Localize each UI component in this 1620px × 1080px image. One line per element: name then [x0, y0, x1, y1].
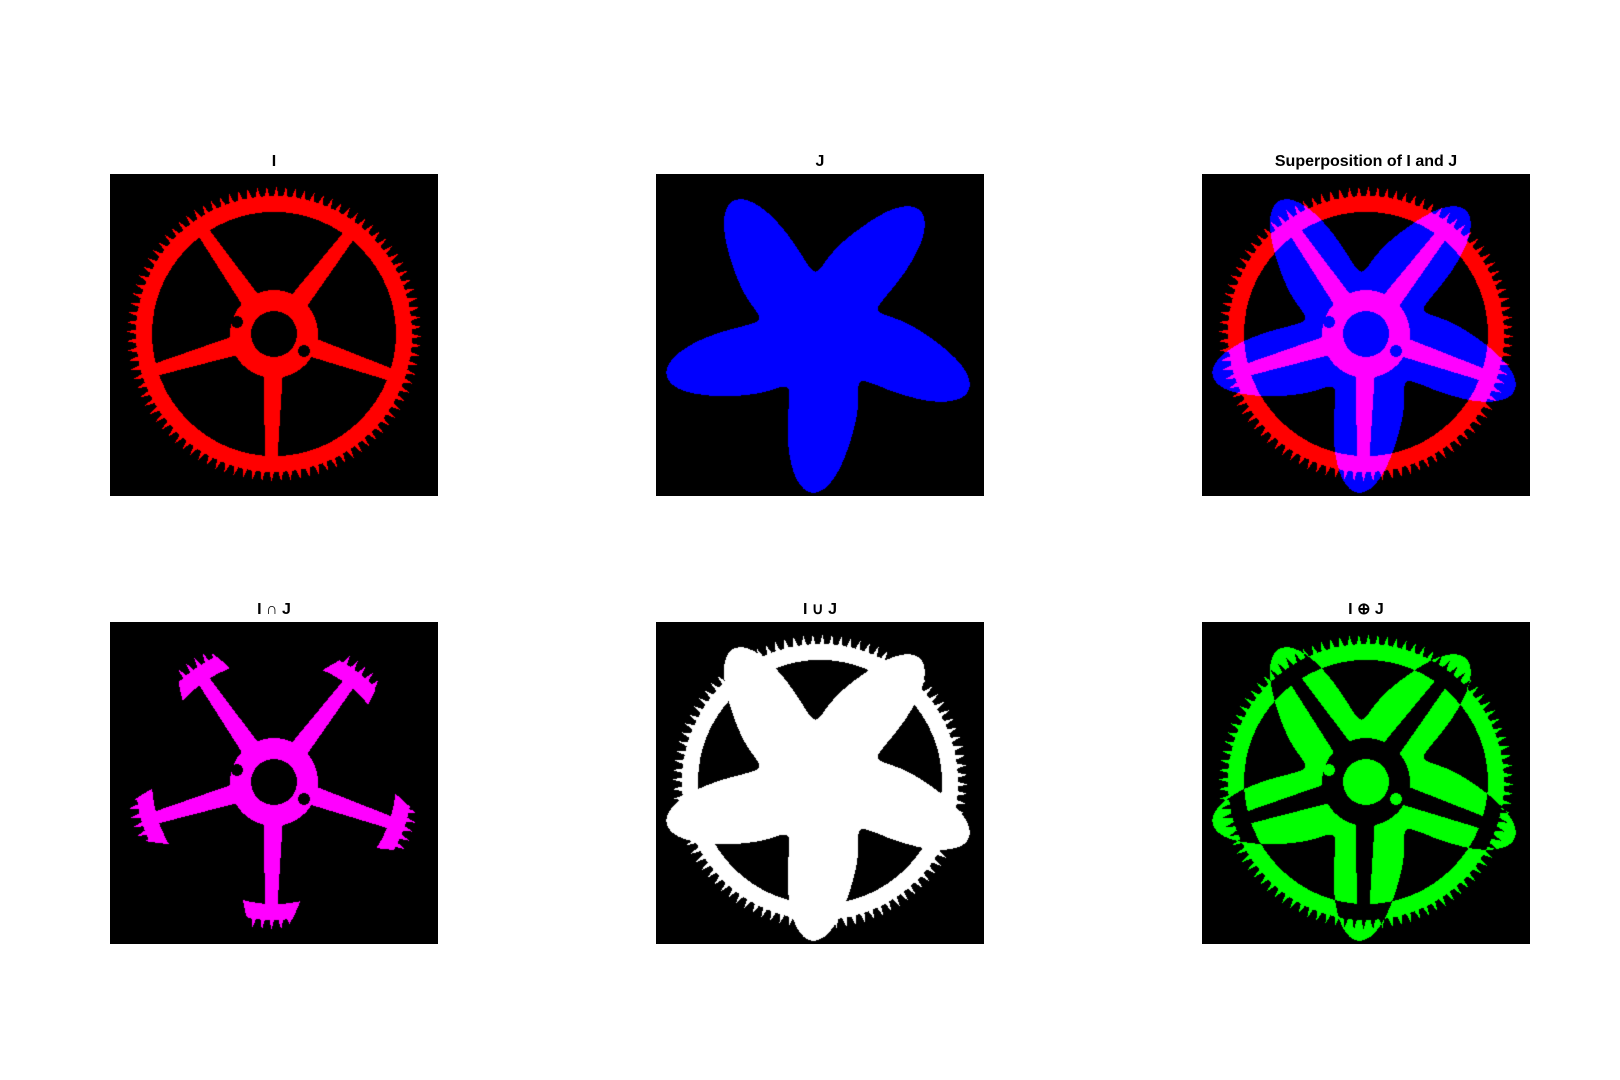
panel-union: I ∪ J: [656, 598, 984, 944]
image-intersection: [110, 622, 438, 944]
panel-title: I: [271, 153, 277, 170]
panel-title: J: [815, 153, 825, 170]
panel-title: I ∩ J: [257, 601, 291, 618]
panel-title: Superposition of I and J: [1274, 153, 1458, 170]
panel-intersection: I ∩ J: [110, 598, 438, 944]
panel-xor: I ⊕ J: [1202, 598, 1530, 944]
panel-J: J: [656, 150, 984, 496]
image-J: [656, 174, 984, 496]
panel-title: I ∪ J: [803, 601, 837, 618]
panel-title: I ⊕ J: [1348, 601, 1384, 618]
image-superposition: [1202, 174, 1530, 496]
panel-I: I: [110, 150, 438, 496]
panel-superposition: Superposition of I and J: [1202, 150, 1530, 496]
image-xor: [1202, 622, 1530, 944]
image-union: [656, 622, 984, 944]
image-I: [110, 174, 438, 496]
